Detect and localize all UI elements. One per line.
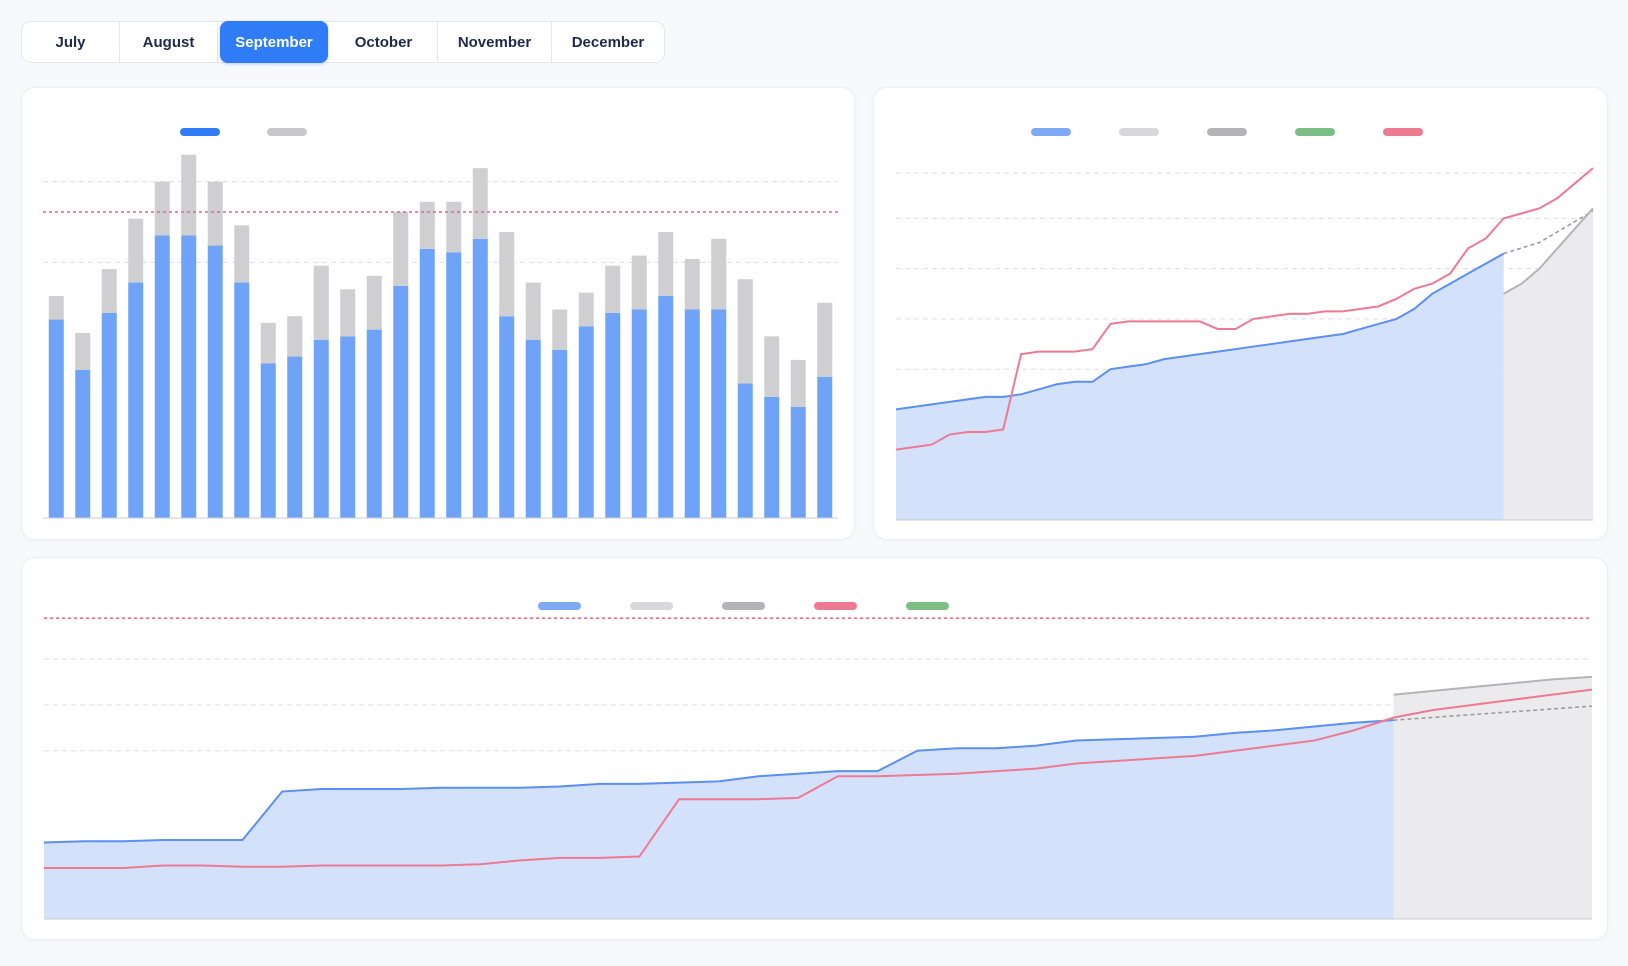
legend-swatch-1: [538, 602, 581, 610]
bar-primary-17: [472, 238, 488, 518]
bar-primary-22: [605, 312, 621, 518]
bar-primary-6: [181, 235, 197, 519]
bar-primary-7: [207, 245, 223, 518]
legend-swatch-3: [722, 602, 765, 610]
forecast-line: [1393, 675, 1593, 696]
tab-november[interactable]: November: [438, 22, 552, 62]
legend-swatch-1: [1031, 128, 1071, 136]
bar-secondary-20: [552, 309, 568, 350]
actual-area: [896, 253, 1504, 520]
bar-primary-1: [48, 319, 64, 518]
bar-secondary-14: [393, 211, 409, 286]
legend-swatch-5: [906, 602, 949, 610]
bar-secondary-25: [684, 259, 700, 310]
bar-primary-26: [711, 309, 727, 518]
bar-secondary-26: [711, 238, 727, 310]
tab-december[interactable]: December: [552, 22, 664, 62]
bar-secondary-15: [419, 201, 435, 249]
bar-primary-19: [525, 339, 541, 518]
projection-line: [1393, 705, 1593, 721]
bar-secondary-19: [525, 282, 541, 340]
bar-secondary-23: [631, 255, 647, 310]
bar-secondary-24: [658, 232, 674, 296]
bar-secondary-30: [817, 302, 833, 377]
legend-swatch-2: [1119, 128, 1159, 136]
bar-secondary-29: [790, 359, 806, 407]
cumulative-line-chart: [895, 128, 1594, 521]
bar-primary-8: [234, 282, 250, 518]
actual-line: [43, 719, 1394, 844]
bar-primary-14: [393, 285, 409, 518]
target-line: [895, 167, 1594, 451]
bar-secondary-16: [446, 201, 462, 253]
month-tabs: July August September October November Decemb…: [21, 21, 665, 63]
bar-secondary-7: [207, 181, 223, 246]
bar-secondary-9: [260, 322, 276, 364]
bar-secondary-8: [234, 225, 250, 283]
bar-primary-10: [287, 356, 303, 518]
bar-secondary-12: [340, 289, 356, 337]
bar-primary-3: [101, 312, 117, 518]
tab-october[interactable]: October: [330, 22, 438, 62]
bar-primary-23: [631, 309, 647, 518]
legend-swatch-5: [1383, 128, 1423, 136]
bar-secondary-18: [499, 232, 515, 317]
bar-secondary-10: [287, 316, 303, 357]
bar-secondary-27: [737, 279, 753, 384]
bar-primary-2: [75, 370, 91, 518]
target-line: [44, 688, 1593, 870]
bar-secondary-2: [75, 333, 91, 370]
bar-primary-29: [790, 407, 806, 518]
bar-primary-21: [578, 326, 594, 518]
legend-swatch-4: [1295, 128, 1335, 136]
legend-swatch-1: [180, 128, 220, 136]
bar-secondary-21: [578, 292, 594, 327]
bar-secondary-6: [181, 154, 197, 236]
bar-secondary-22: [605, 265, 621, 313]
bar-secondary-1: [48, 296, 64, 320]
forecast-line: [1503, 207, 1594, 295]
bar-primary-11: [313, 339, 329, 518]
bar-primary-30: [817, 376, 833, 518]
legend-swatch-3: [1207, 128, 1247, 136]
long-range-area-chart-card: [21, 557, 1608, 940]
bar-primary-12: [340, 336, 356, 518]
actual-line: [895, 252, 1505, 411]
bar-primary-25: [684, 309, 700, 518]
forecast-area: [1393, 676, 1592, 919]
actual-area: [44, 720, 1394, 919]
bar-secondary-5: [154, 181, 170, 236]
tab-july[interactable]: July: [22, 22, 120, 62]
bar-primary-27: [737, 383, 753, 518]
legend-swatch-2: [267, 128, 307, 136]
bar-secondary-3: [101, 269, 117, 313]
bar-primary-9: [260, 363, 276, 518]
bar-primary-5: [154, 235, 170, 519]
bar-primary-20: [552, 349, 568, 518]
tab-august[interactable]: August: [120, 22, 218, 62]
tab-september[interactable]: September: [220, 21, 328, 63]
legend-swatch-2: [630, 602, 673, 610]
legend-swatch-4: [814, 602, 857, 610]
bar-secondary-4: [128, 218, 144, 283]
projection-line: [1503, 210, 1594, 255]
daily-bar-chart: [43, 128, 838, 519]
cumulative-line-chart-card: [873, 87, 1608, 540]
bar-primary-4: [128, 282, 144, 518]
bar-secondary-28: [764, 336, 780, 397]
bar-secondary-11: [313, 265, 329, 340]
bar-secondary-13: [366, 275, 382, 330]
bar-primary-13: [366, 329, 382, 518]
long-range-area-chart: [43, 602, 1593, 920]
bar-primary-15: [419, 248, 435, 518]
bar-primary-24: [658, 296, 674, 518]
bar-secondary-17: [472, 168, 488, 239]
bar-primary-16: [446, 252, 462, 519]
daily-bar-chart-card: [21, 87, 855, 540]
bar-primary-18: [499, 316, 515, 518]
forecast-area: [1503, 208, 1593, 520]
bar-primary-28: [764, 396, 780, 518]
